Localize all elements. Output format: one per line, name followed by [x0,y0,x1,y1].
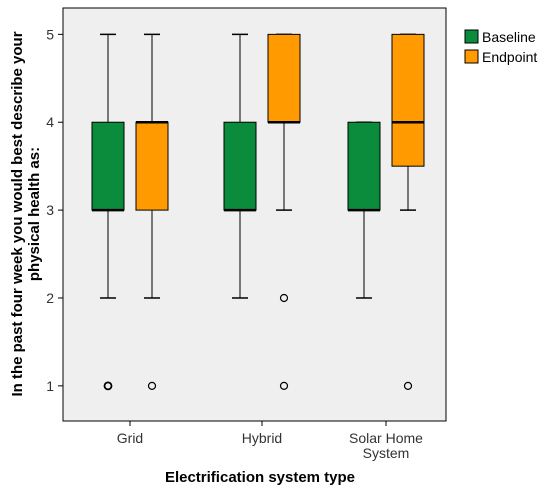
outlier-point [103,381,113,391]
box-iqr [223,121,257,211]
box-iqr [91,121,125,211]
box-series [91,33,425,391]
box-baseline-2 [347,121,381,299]
outlier-point [147,381,157,390]
y-tick-label-5: 5 [46,26,54,42]
outlier-point [279,381,289,390]
box-iqr [391,33,425,167]
y-tick-label-1: 1 [46,378,54,394]
legend-swatch-endpoint [464,49,479,64]
box-iqr [135,121,169,211]
x-axis-title: Electrification system type [165,469,355,486]
x-tick-label: Hybrid [242,430,282,446]
y-tick-label-4: 4 [46,114,54,130]
outlier-point [279,293,289,303]
box-endpoint-2 [391,33,425,390]
legend-label-baseline: Baseline [482,29,536,45]
box-baseline-1 [223,33,257,299]
box-baseline-0 [91,33,125,391]
x-tick-label: Grid [117,430,143,446]
box-endpoint-0 [135,33,169,390]
legend-label-endpoint: Endpoint [482,49,537,65]
y-axis-title-line: physical health as: [26,147,43,281]
plot-area [62,7,447,422]
legend-swatch-baseline [464,29,479,44]
y-axis-title-line: In the past four week you would best des… [9,31,26,396]
box-endpoint-1 [267,33,301,390]
x-tick-label: System [363,445,410,461]
y-axis: 1 2 3 4 5 [46,26,63,394]
y-axis-title: In the past four week you would best des… [9,31,43,396]
y-tick-label-3: 3 [46,202,54,218]
legend: Baseline Endpoint [464,29,537,65]
box-iqr [347,121,381,211]
x-tick-label: Solar Home [349,430,423,446]
outlier-point [403,381,413,390]
y-tick-label-2: 2 [46,290,54,306]
box-iqr [267,33,301,123]
